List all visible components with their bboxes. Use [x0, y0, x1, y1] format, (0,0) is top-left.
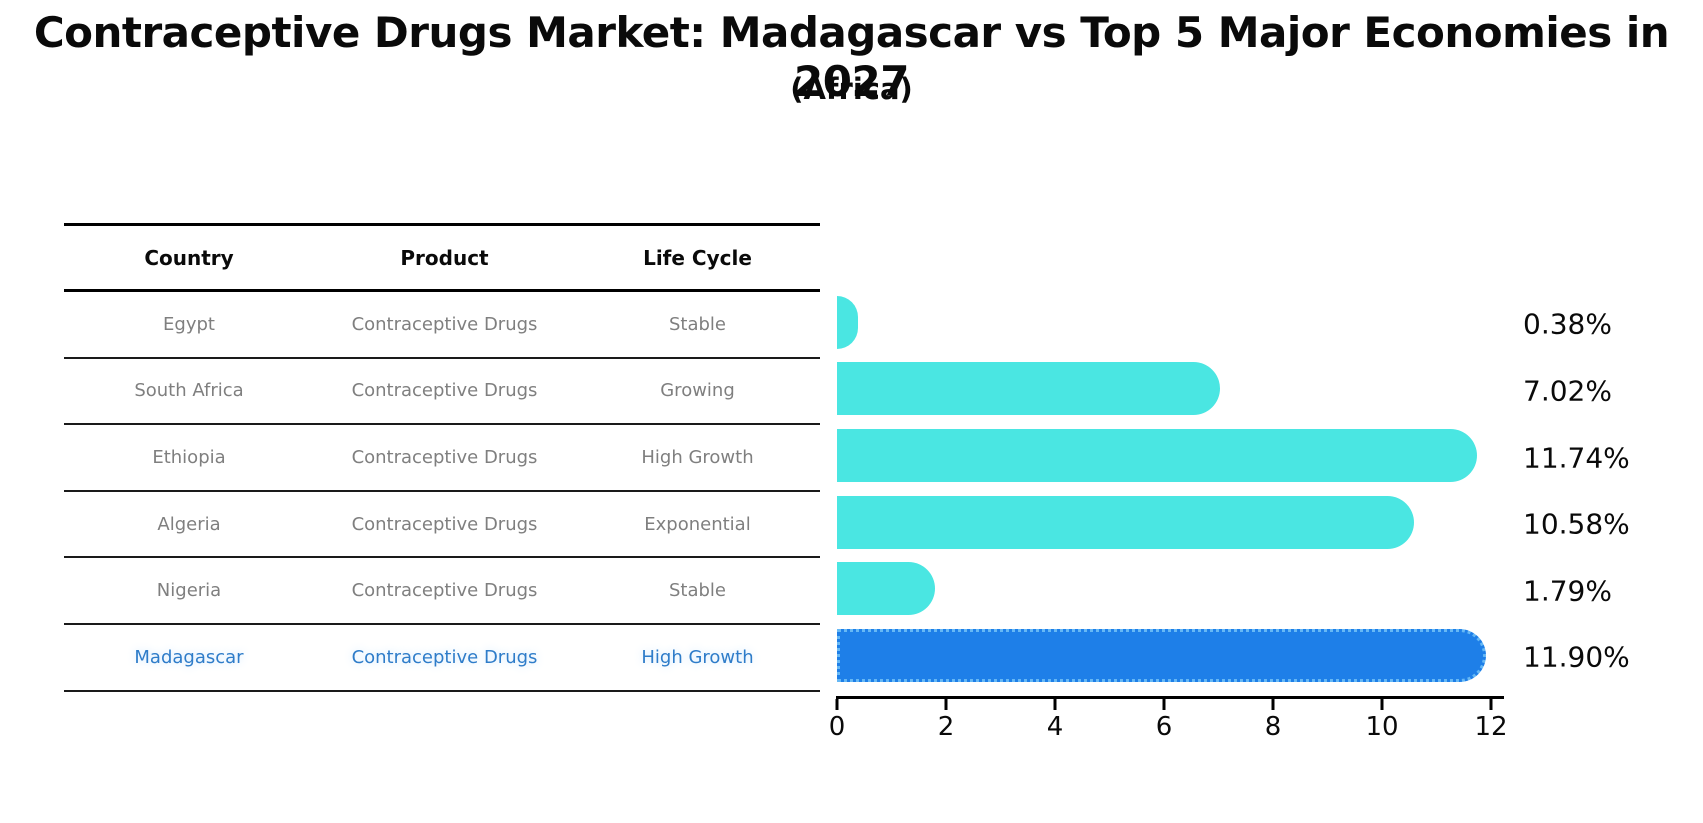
cell-product: Contraceptive Drugs — [351, 446, 538, 468]
table-header-country: Country — [144, 245, 234, 270]
bar-value-label-ethiopia: 11.74% — [1523, 441, 1630, 474]
x-tick-mark — [835, 699, 839, 710]
chart-title: Contraceptive Drugs Market: Madagascar v… — [33, 8, 1670, 106]
bar-value-label-madagascar: 11.90% — [1523, 640, 1630, 674]
cell-country: Madagascar — [134, 646, 244, 668]
bar-value-label-algeria: 10.58% — [1523, 507, 1630, 541]
bar-value-label-egypt: 0.38% — [1523, 307, 1612, 341]
cell-country: Ethiopia — [152, 446, 226, 468]
x-tick-mark — [1053, 699, 1057, 710]
table-row-nigeria: Nigeria Contraceptive Drugs Stable — [64, 558, 820, 625]
cell-life_cycle: Stable — [668, 313, 726, 335]
x-tick-label: 0 — [828, 712, 846, 742]
bar-egypt — [837, 295, 858, 349]
cell-country: Egypt — [163, 313, 215, 335]
x-tick-label: 8 — [1264, 712, 1282, 742]
bar-nigeria — [837, 562, 935, 616]
cell-product: Contraceptive Drugs — [351, 313, 538, 335]
table-row-algeria: Algeria Contraceptive Drugs Exponential — [64, 492, 820, 559]
table-header-row: Country Product Life Cycle — [64, 226, 820, 292]
cell-country: Algeria — [157, 513, 221, 535]
cell-life_cycle: High Growth — [641, 446, 754, 468]
x-tick-mark — [1489, 699, 1493, 710]
cell-life_cycle: Exponential — [644, 513, 751, 535]
bar-algeria — [837, 495, 1414, 549]
x-tick-label: 4 — [1046, 712, 1064, 742]
x-tick-label: 6 — [1155, 712, 1173, 742]
x-tick-mark — [1162, 699, 1166, 710]
cell-country: Nigeria — [156, 580, 222, 602]
cell-product: Contraceptive Drugs — [351, 580, 538, 602]
bar-value-label-nigeria: 1.79% — [1523, 574, 1612, 608]
table-body: Egypt Contraceptive Drugs Stable South Afri… — [64, 292, 820, 692]
x-tick-mark — [1271, 699, 1275, 710]
x-tick-label: 2 — [937, 712, 955, 742]
cell-country: South Africa — [134, 380, 244, 402]
table-row-ethiopia: Ethiopia Contraceptive Drugs High Growth — [64, 425, 820, 492]
cell-product: Contraceptive Drugs — [351, 646, 538, 668]
chart-subtitle: (Africa) — [790, 72, 913, 106]
x-tick-mark — [1380, 699, 1384, 710]
bar-south-africa — [837, 362, 1220, 416]
table-row-egypt: Egypt Contraceptive Drugs Stable — [64, 292, 820, 359]
cell-life_cycle: Stable — [668, 580, 726, 602]
x-tick-label: 12 — [1474, 712, 1508, 742]
table-header-lifecycle: Life Cycle — [643, 245, 752, 270]
bar-madagascar — [837, 628, 1486, 682]
x-tick-mark — [944, 699, 948, 710]
table-row-madagascar: Madagascar Contraceptive Drugs High Growth — [64, 625, 820, 692]
country-table: Country Product Life Cycle Egypt Contrace… — [64, 223, 820, 692]
cell-product: Contraceptive Drugs — [351, 513, 538, 535]
cell-life_cycle: Growing — [660, 380, 735, 402]
table-header-product: Product — [400, 245, 489, 270]
table-row-south-africa: South Africa Contraceptive Drugs Growing — [64, 359, 820, 426]
cell-life_cycle: High Growth — [641, 646, 754, 668]
x-tick-label: 10 — [1365, 712, 1399, 742]
bar-ethiopia — [837, 429, 1477, 482]
bar-value-label-south-africa: 7.02% — [1523, 374, 1612, 408]
x-axis-line — [836, 696, 1504, 699]
cell-product: Contraceptive Drugs — [351, 380, 538, 402]
